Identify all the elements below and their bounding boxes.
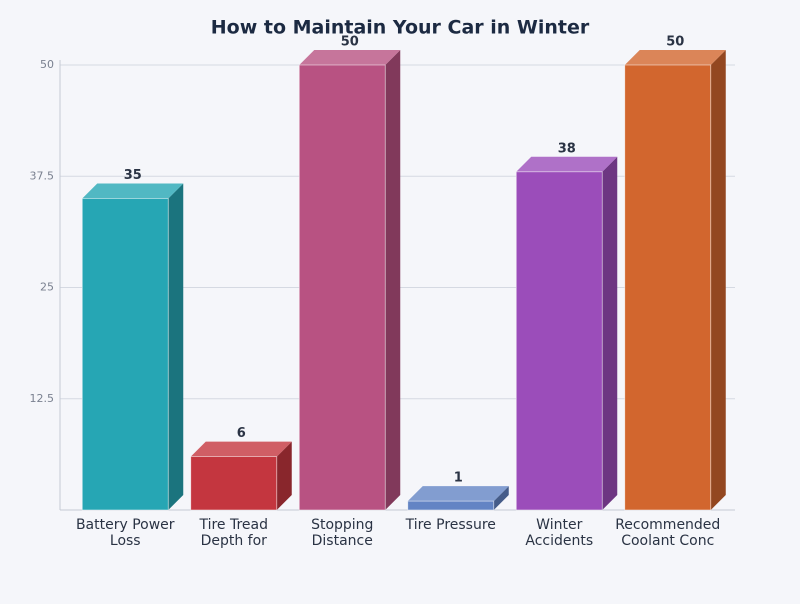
x-tick-label: Winter Accidents [525,517,594,549]
value-label: 1 [454,471,463,486]
x-tick-label: Battery Power Loss [75,517,175,549]
x-tick-label: Stopping Distance [311,517,374,549]
bar [624,64,712,511]
x-tick-label: Recommended Coolant Conc [615,517,721,549]
x-tick-label: Tire Pressure [405,517,496,533]
bar-side [493,486,509,510]
bar-top [407,486,509,502]
value-label: 50 [666,35,684,50]
bar-top [299,50,401,65]
bar-top [516,156,618,172]
bar [298,64,386,511]
bar [407,500,495,511]
bar-side [602,156,618,511]
bar-top [190,441,292,457]
y-tick-label: 25 [40,281,54,294]
y-tick-label: 37.5 [30,169,55,182]
bar-side [710,50,726,510]
value-label: 35 [124,168,142,183]
bar-side [168,183,184,510]
bar [81,198,169,511]
chart-title: How to Maintain Your Car in Winter [211,17,590,39]
bar-side [385,50,401,510]
value-label: 38 [558,141,576,156]
y-tick-label: 50 [40,58,54,71]
bar-top [624,50,726,65]
bar-top [82,183,184,199]
value-label: 50 [341,35,359,50]
bar-side [276,441,292,510]
value-label: 6 [237,426,246,441]
bar [515,171,603,511]
y-tick-label: 12.5 [30,392,55,405]
x-tick-label: Tire Tread Depth for [199,517,269,549]
bar [190,456,278,511]
